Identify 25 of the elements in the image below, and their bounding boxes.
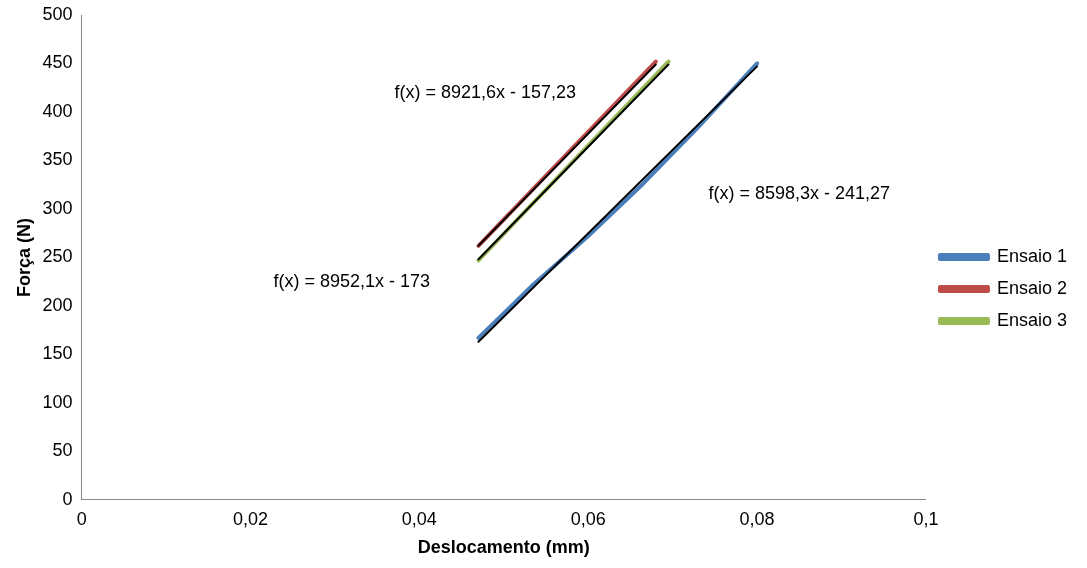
y-tick-label: 300 [42,197,73,218]
y-tick-label: 150 [42,343,73,364]
y-tick-label: 200 [42,294,73,315]
x-tick-label: 0,08 [739,508,775,529]
legend-label: Ensaio 2 [996,277,1068,298]
y-tick-label: 100 [42,391,73,412]
y-tick-label: 0 [62,488,73,509]
x-tick-label: 0,1 [913,508,939,529]
legend-label: Ensaio 1 [996,245,1068,266]
annotation: f(x) = 8921,6x - 157,23 [394,81,577,102]
y-tick-label: 350 [42,149,73,170]
x-tick-label: 0,06 [570,508,606,529]
legend-label: Ensaio 3 [996,309,1068,330]
x-tick-label: 0 [76,508,87,529]
y-tick-label: 400 [42,100,73,121]
x-tick-label: 0,02 [232,508,269,529]
y-tick-label: 450 [42,52,73,73]
y-tick-label: 50 [52,440,73,461]
annotation: f(x) = 8598,3x - 241,27 [708,183,891,204]
y-axis-title: Força (N) [13,217,34,297]
x-tick-label: 0,04 [401,508,437,529]
x-axis-title: Deslocamento (mm) [417,537,590,558]
y-tick-label: 500 [42,3,73,24]
y-tick-label: 250 [42,246,73,267]
annotation: f(x) = 8952,1x - 173 [273,270,431,291]
